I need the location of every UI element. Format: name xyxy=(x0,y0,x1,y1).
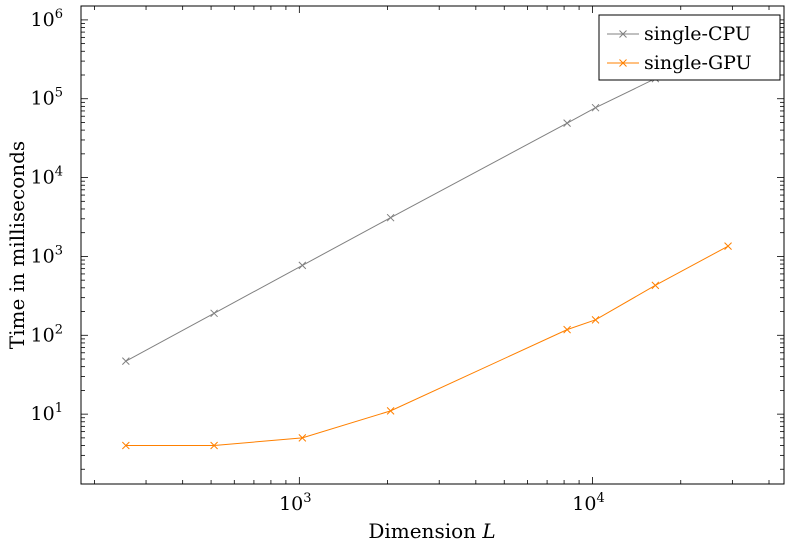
plot-frame xyxy=(80,5,785,485)
legend: single-CPU single-GPU xyxy=(598,14,781,81)
legend-label: single-CPU xyxy=(644,23,751,45)
data-point xyxy=(563,119,571,128)
series-line xyxy=(125,39,729,362)
legend-swatch-marker xyxy=(619,30,627,38)
data-point xyxy=(591,315,600,324)
x-axis-title: Dimension L xyxy=(368,519,495,543)
legend-label: single-GPU xyxy=(644,52,752,74)
y-tick-label: 105 xyxy=(31,86,63,110)
y-tick-label: 106 xyxy=(31,7,63,31)
y-axis-title: Time in milliseconds xyxy=(5,141,29,349)
legend-box xyxy=(598,14,781,81)
y-tick-label: 103 xyxy=(31,243,63,267)
x-tick-label: 103 xyxy=(279,491,311,515)
data-point xyxy=(298,434,307,442)
data-point xyxy=(210,309,218,318)
axis-ticks: 103 104 101 102 103 104 105 106 xyxy=(31,6,784,515)
data-point xyxy=(298,261,307,270)
data-point xyxy=(651,281,660,290)
data-point xyxy=(591,103,600,112)
series-gpu xyxy=(121,242,732,450)
y-tick-label: 104 xyxy=(31,165,63,189)
x-axis-title-variable: L xyxy=(481,519,495,543)
series-layer xyxy=(121,36,732,450)
series-cpu xyxy=(121,36,732,365)
x-tick-label: 104 xyxy=(572,491,604,515)
data-point xyxy=(724,242,732,251)
data-point xyxy=(121,357,130,365)
data-point xyxy=(563,325,571,334)
legend-swatch-marker xyxy=(619,59,627,67)
legend-entry: single-CPU xyxy=(607,23,751,45)
x-axis-title-text: Dimension xyxy=(368,519,476,543)
data-point xyxy=(210,441,218,450)
y-tick-label: 101 xyxy=(31,401,63,425)
data-point xyxy=(121,441,130,450)
y-tick-label: 102 xyxy=(31,322,63,346)
data-point xyxy=(386,213,395,222)
data-point xyxy=(386,407,395,415)
series-line xyxy=(125,245,729,447)
legend-entry: single-GPU xyxy=(607,52,752,74)
